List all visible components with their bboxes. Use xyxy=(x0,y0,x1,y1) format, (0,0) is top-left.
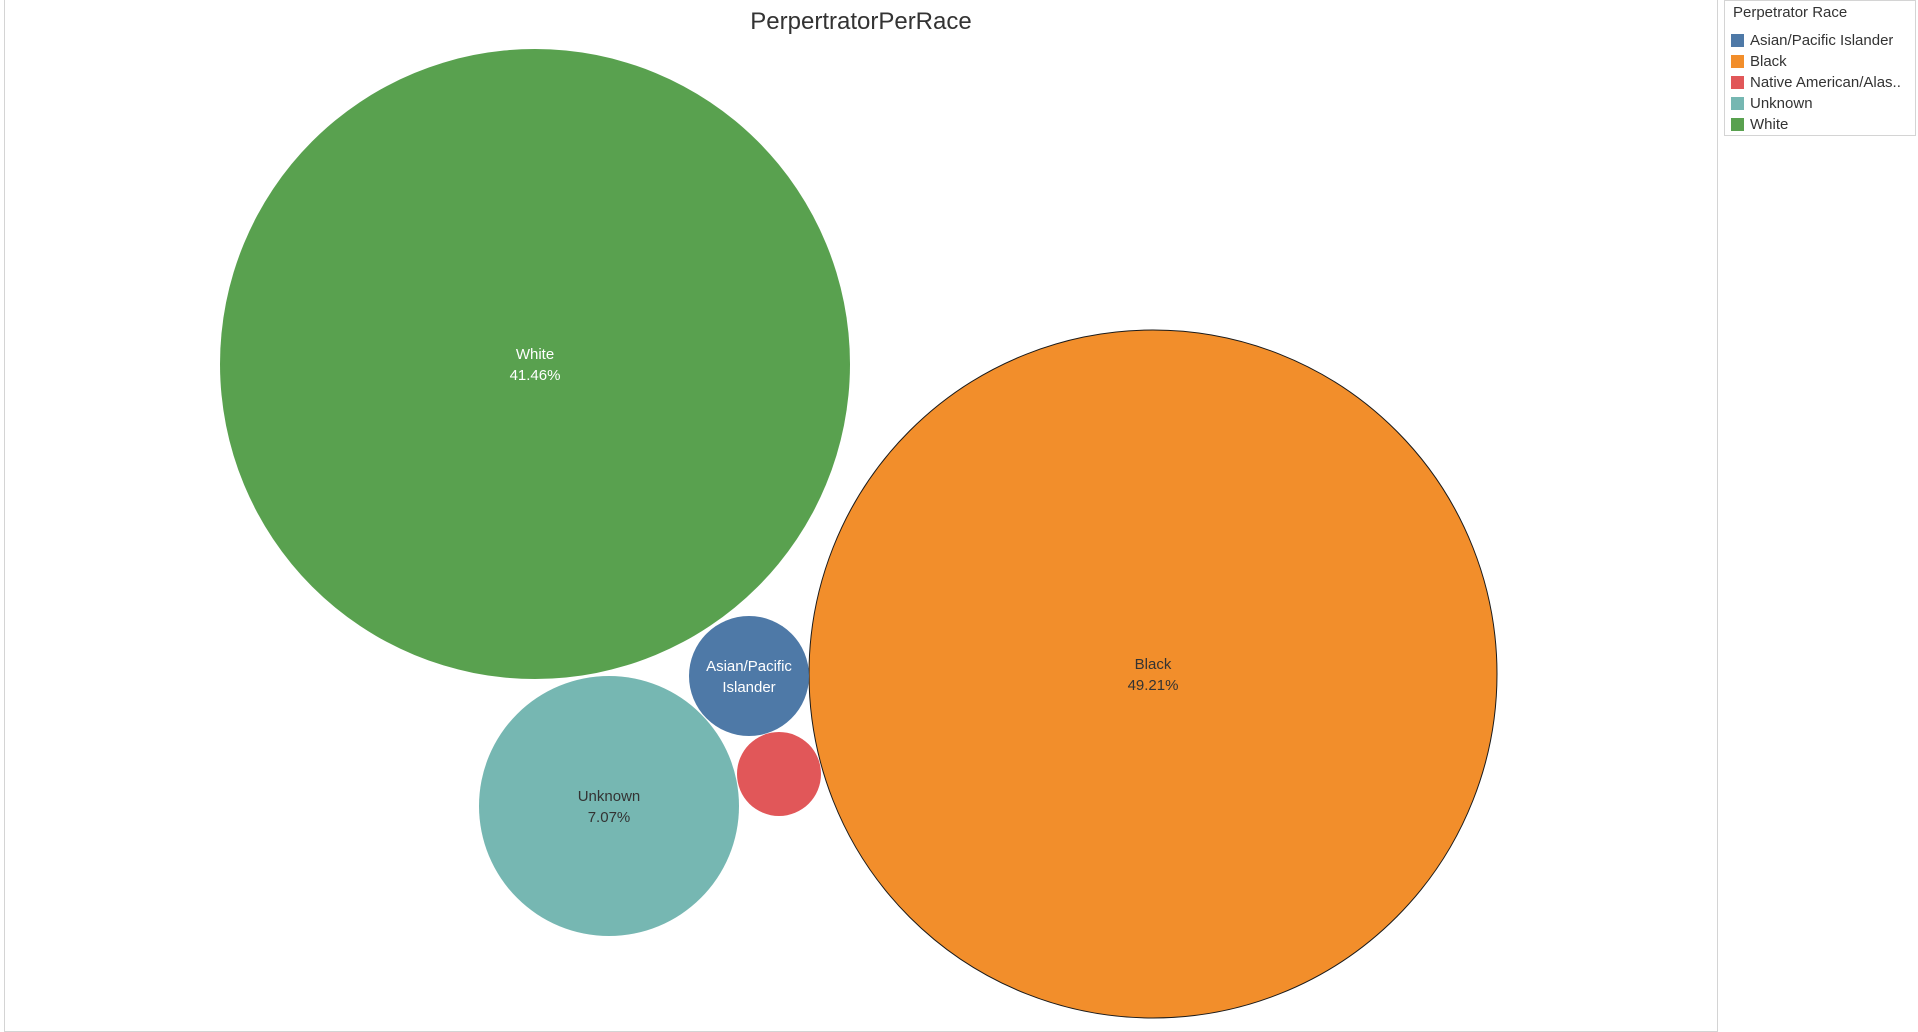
legend-title: Perpetrator Race xyxy=(1733,4,1848,21)
chart-title: PerpertratorPerRace xyxy=(750,8,972,35)
legend-item[interactable]: Black xyxy=(1731,51,1913,72)
bubble-label: Unknown 7.07% xyxy=(578,788,641,826)
bubble-chart: White 41.46% Black 49.21% Unknown 7.07% Asian/… xyxy=(220,49,1498,1019)
legend-swatch xyxy=(1731,55,1744,68)
bubble-unknown[interactable] xyxy=(479,676,739,936)
legend-item[interactable]: White xyxy=(1731,114,1913,135)
legend-label: White xyxy=(1750,116,1789,133)
bubble-label: Asian/Pacific Islander xyxy=(706,658,792,696)
legend-label: Native American/Alas.. xyxy=(1750,74,1901,91)
legend-swatch xyxy=(1731,76,1744,89)
legend-label: Unknown xyxy=(1750,95,1813,112)
bubble-label: Black 49.21% xyxy=(1128,656,1179,694)
legend-swatch xyxy=(1731,34,1744,47)
legend-swatch xyxy=(1731,97,1744,110)
legend-label: Asian/Pacific Islander xyxy=(1750,32,1894,49)
legend-item[interactable]: Native American/Alas.. xyxy=(1731,72,1913,93)
legend-item[interactable]: Asian/Pacific Islander xyxy=(1731,30,1913,51)
bubble-black[interactable] xyxy=(808,329,1498,1019)
legend-swatch xyxy=(1731,118,1744,131)
legend-label: Black xyxy=(1750,53,1787,70)
legend-item[interactable]: Unknown xyxy=(1731,93,1913,114)
bubble-label: White 41.46% xyxy=(510,346,561,384)
legend: Perpetrator Race Asian/Pacific Islander B… xyxy=(1724,0,1916,136)
bubble-native-american-alaska-native[interactable] xyxy=(737,732,821,816)
bubble-asian-pacific-islander[interactable] xyxy=(689,616,809,736)
bubble-white[interactable] xyxy=(220,49,850,679)
